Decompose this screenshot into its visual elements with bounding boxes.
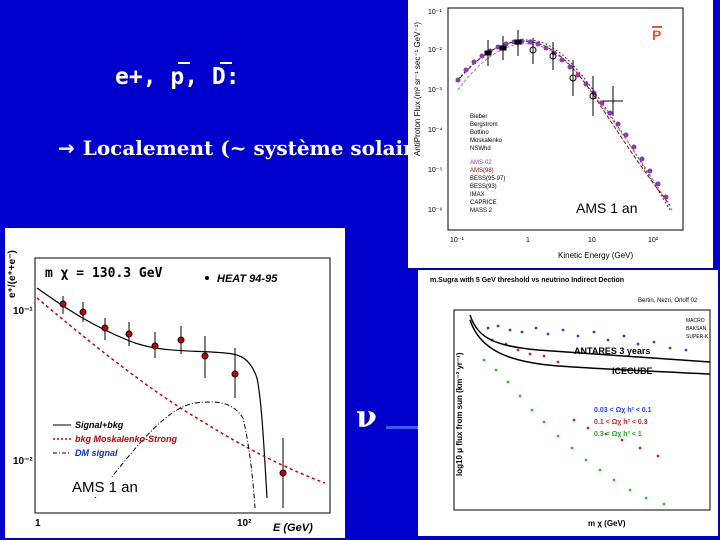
neutrino-detection-svg: m.Sugra with 5 GeV threshold vs neutrino… — [430, 277, 711, 528]
signal-bkg-curve — [36, 287, 268, 499]
legend-item: IMAX — [470, 192, 485, 198]
x-axis-label: Kinetic Energy (GeV) — [558, 251, 633, 260]
range-item: 0.3 < Ωχ h² < 1 — [594, 431, 642, 438]
y-tick: 10⁻¹ — [13, 306, 33, 317]
bkg-curve — [36, 297, 326, 484]
legend-item: NSWhd — [470, 146, 491, 152]
legend-data: AMS-02 AMS(98) BESS(95-97) BESS(93) IMAX… — [470, 160, 505, 214]
legend-item: bkg Moskalenko-Strong — [75, 434, 178, 444]
y-tick: 10⁻⁵ — [428, 167, 442, 174]
exp-label: MACRO — [686, 318, 705, 324]
experiment-labels: MACRO BAKSAN SUPER-K — [686, 318, 709, 340]
dbar-overline — [220, 62, 232, 64]
antiproton-flux-svg: AntiProton Flux (m² sr⁻¹ sec⁻¹ GeV⁻¹) 10… — [413, 7, 684, 260]
legend-item: Bergstrom — [470, 122, 498, 128]
scatter-green — [482, 358, 666, 506]
arrow-icon: → — [58, 136, 75, 160]
y-tick: 10⁻⁶ — [428, 207, 442, 214]
y-tick: 10⁻³ — [428, 87, 442, 94]
arrow-line — [386, 426, 442, 429]
positron-fraction-chart: e⁺/(e⁺+e⁻) 10⁻¹ 10⁻² 1 10² E (GeV) HEAT … — [5, 228, 345, 538]
x-tick: 1 — [35, 518, 41, 529]
y-tick: 10⁻¹ — [428, 9, 442, 16]
dm-signal-curve — [94, 401, 256, 509]
range-item: 0.1 < Ωχ h² < 0.3 — [594, 419, 648, 426]
x-tick: 10² — [237, 518, 252, 529]
legend-item: DM signal — [75, 448, 118, 458]
caption-ams-bottom: AMS 1 an — [67, 478, 143, 497]
icecube-curve — [469, 319, 711, 375]
y-tick: 10⁻² — [428, 47, 442, 54]
exp-label: SUPER-K — [686, 334, 709, 340]
antiproton-flux-chart: AntiProton Flux (m² sr⁻¹ sec⁻¹ GeV⁻¹) 10… — [408, 0, 713, 268]
legend-item: Moskalenko — [470, 138, 503, 144]
legend-item: Bieber — [470, 114, 487, 120]
slide-line-2-text: Localement (~ système solaire) — [82, 136, 436, 160]
plot-frame — [447, 7, 684, 231]
legend-item: Signal+bkg — [75, 420, 124, 430]
pbar-symbol: P — [652, 27, 661, 43]
nu-symbol: ν — [356, 400, 377, 435]
y-tick: 10⁻² — [13, 456, 33, 467]
legend-item: CAPRICE — [470, 200, 497, 206]
plot-frame — [34, 257, 331, 514]
chart-title: m.Sugra with 5 GeV threshold vs neutrino… — [430, 277, 624, 284]
legend: Signal+bkg bkg Moskalenko-Strong DM sign… — [53, 420, 178, 458]
y-tick: 10⁻⁴ — [428, 127, 443, 134]
plot-frame — [453, 309, 711, 511]
x-axis-label: E (GeV) — [273, 522, 313, 534]
scatter-blue — [486, 324, 688, 352]
legend-item: BESS(93) — [470, 184, 497, 190]
x-tick: 1 — [526, 237, 530, 244]
measurement-points — [484, 30, 623, 116]
icecube-label: ICECUBE — [612, 366, 653, 376]
antares-curve — [469, 314, 711, 363]
mass-label: m χ = 130.3 GeV — [45, 266, 163, 281]
x-tick: 10⁻¹ — [450, 237, 464, 244]
heat-marker — [205, 276, 209, 280]
slide-line-1: e+, p, D: — [115, 64, 240, 90]
legend-models: Bieber Bergstrom Bottino Moskalenko NSWh… — [470, 114, 503, 152]
legend-item: MASS 2 — [470, 208, 493, 214]
neutrino-detection-chart: m.Sugra with 5 GeV threshold vs neutrino… — [418, 270, 718, 536]
pbar-overline — [178, 62, 190, 64]
slide-line-2: → Localement (~ système solaire) — [58, 136, 436, 160]
x-axis-label: m χ (GeV) — [588, 519, 626, 528]
x-tick: 10 — [588, 237, 596, 244]
legend-item: Bottino — [470, 130, 489, 136]
heat-label: HEAT 94-95 — [217, 273, 278, 285]
positron-fraction-svg: e⁺/(e⁺+e⁻) 10⁻¹ 10⁻² 1 10² E (GeV) HEAT … — [7, 250, 331, 534]
x-tick: 10² — [648, 237, 659, 244]
legend-item: AMS(98) — [470, 168, 494, 174]
range-legend: 0.03 < Ωχ h² < 0.1 0.1 < Ωχ h² < 0.3 0.3… — [594, 407, 652, 438]
heat-points — [59, 296, 287, 508]
y-axis-label: e⁺/(e⁺+e⁻) — [7, 250, 18, 298]
y-axis-label: log10 μ flux from sun (km⁻² yr⁻¹) — [455, 352, 464, 476]
y-tick-labels: 10⁻¹ 10⁻² 10⁻³ 10⁻⁴ 10⁻⁵ 10⁻⁶ — [428, 9, 443, 214]
ams02-points — [455, 38, 669, 200]
legend-item: BESS(95-97) — [470, 176, 505, 182]
exp-label: BAKSAN — [686, 326, 707, 332]
antares-label: ANTARES 3 years — [574, 346, 650, 356]
y-axis-label: AntiProton Flux (m² sr⁻¹ sec⁻¹ GeV⁻¹) — [413, 22, 422, 156]
authors: Bertin, Nezri, Orloff 02 — [638, 298, 698, 304]
range-item: 0.03 < Ωχ h² < 0.1 — [594, 407, 652, 414]
legend-item: AMS-02 — [470, 160, 492, 166]
x-tick-labels: 10⁻¹ 1 10 10² — [450, 237, 659, 244]
caption-ams-top: AMS 1 an — [572, 200, 642, 216]
